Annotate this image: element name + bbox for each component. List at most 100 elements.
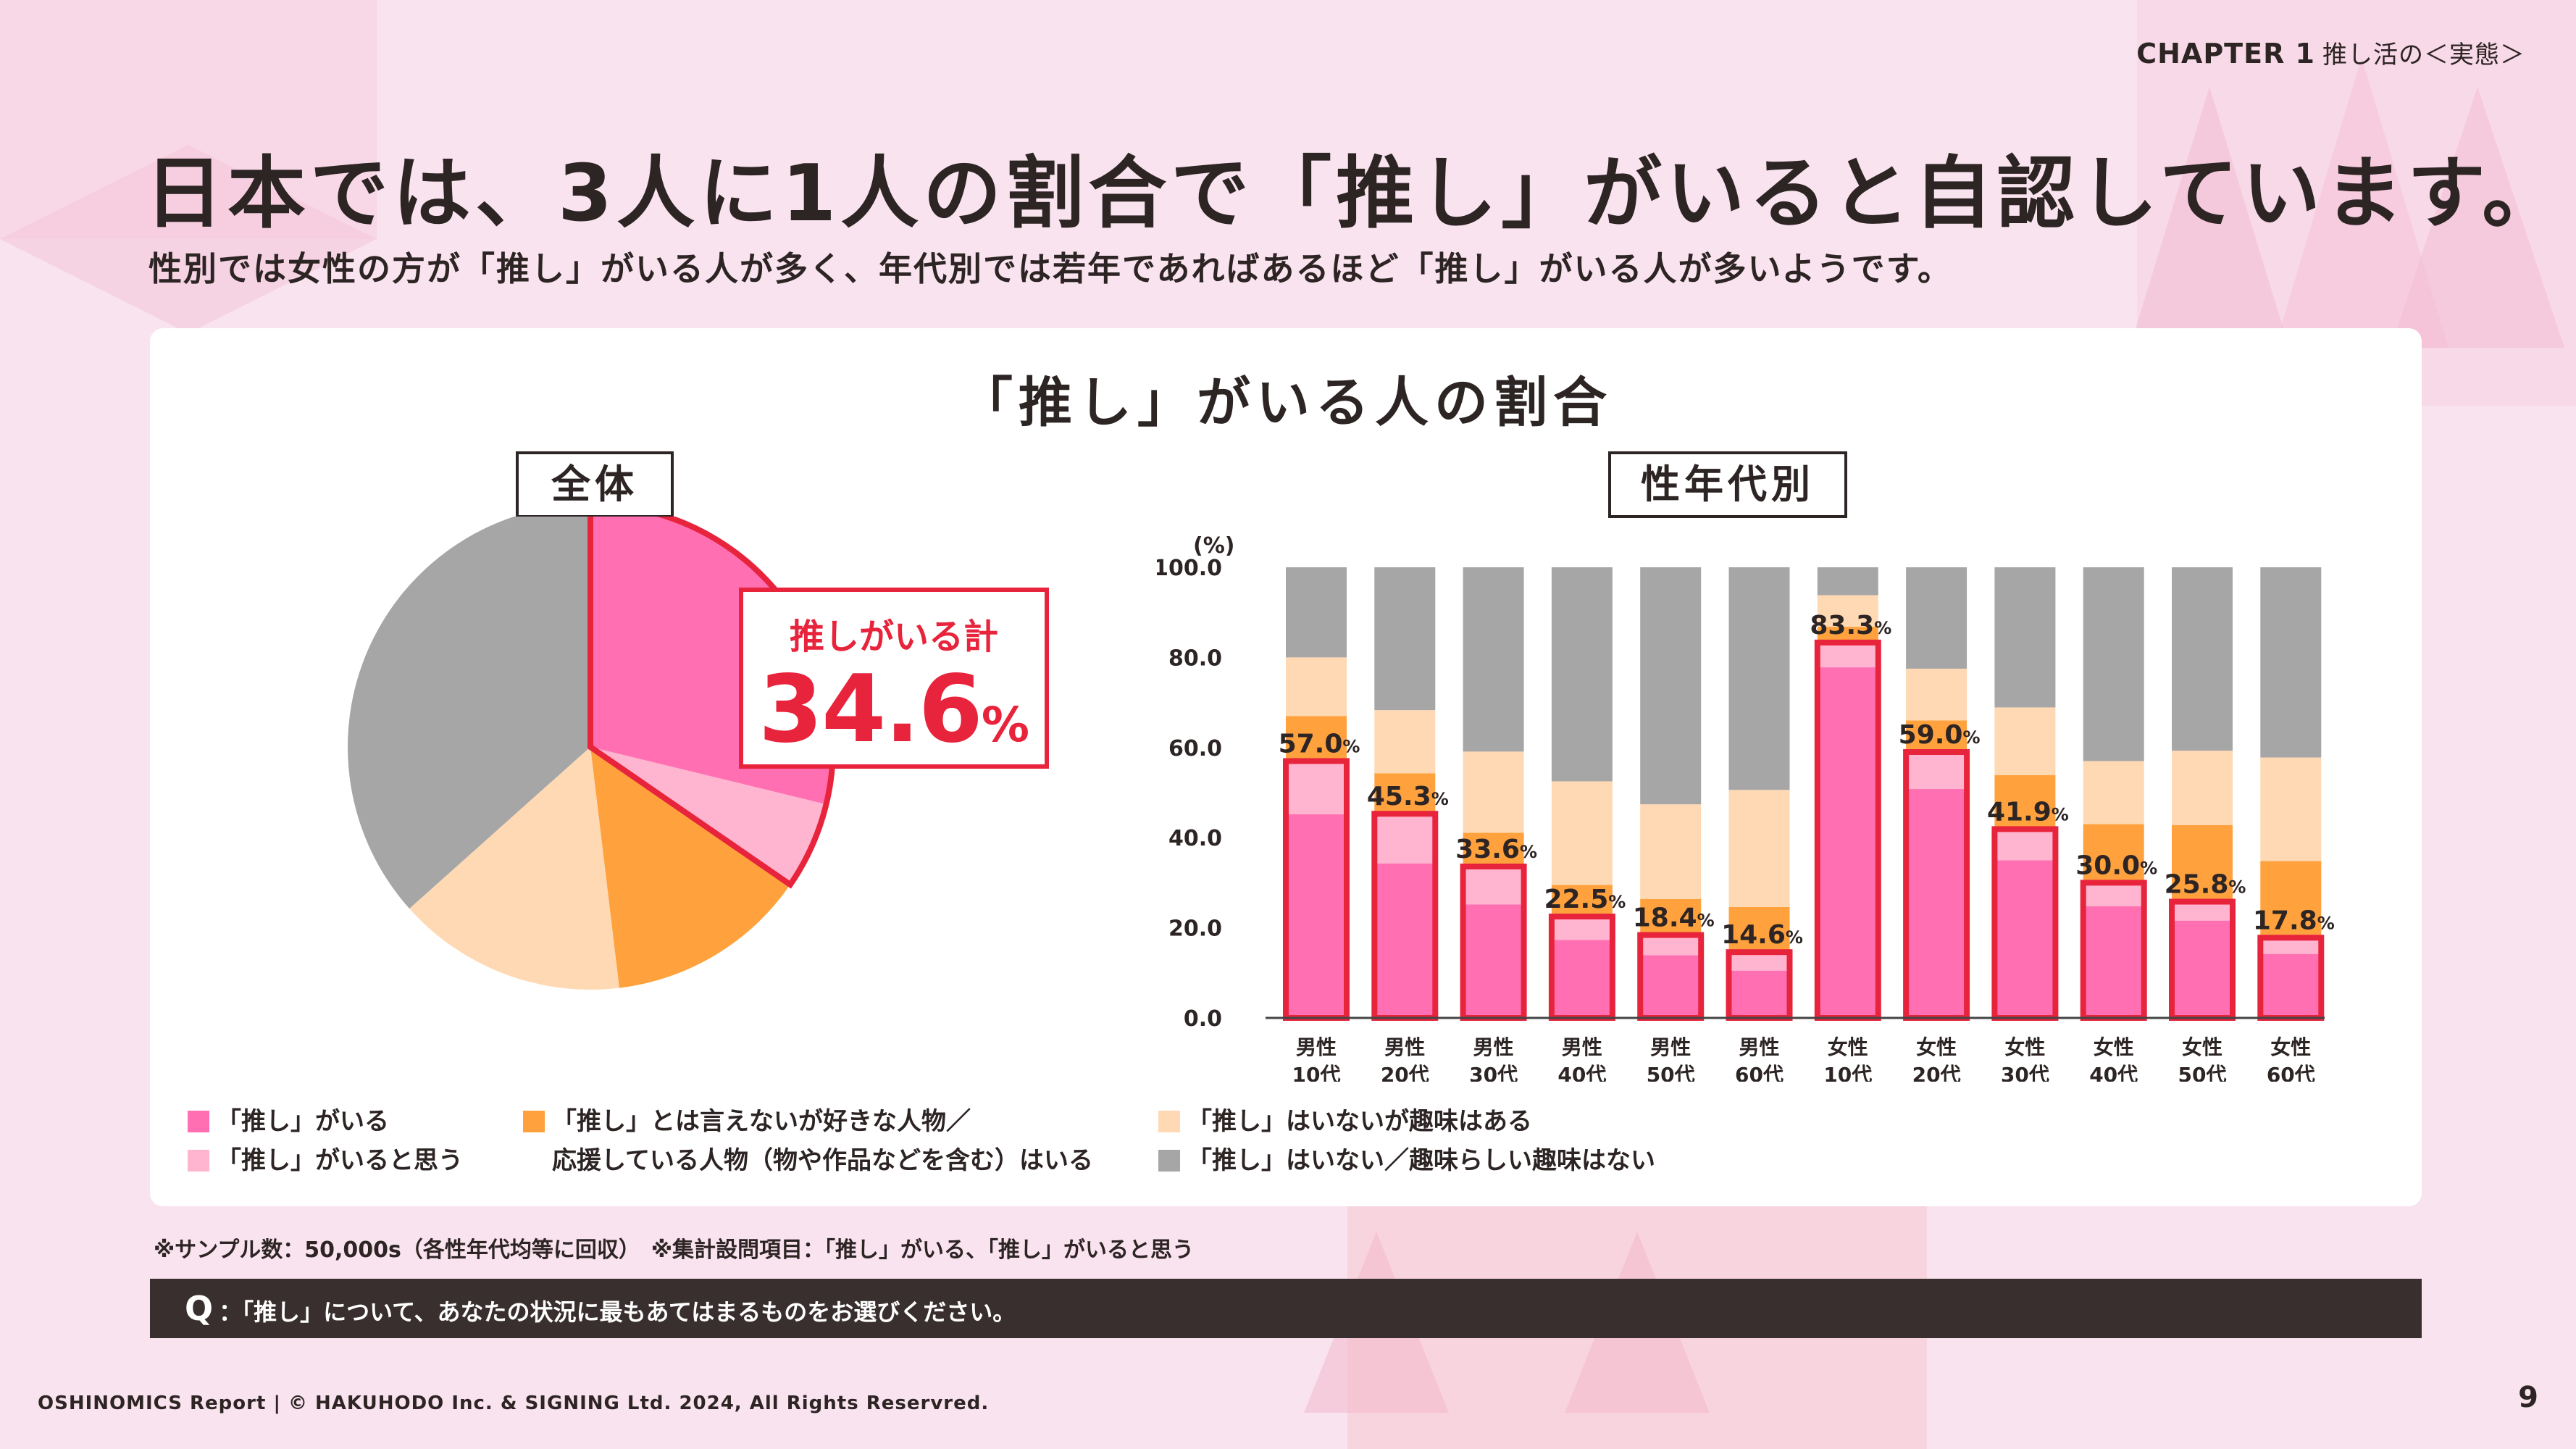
bar-segment-none (1463, 567, 1524, 752)
bar-segment-like (1640, 898, 1702, 935)
bar-segment-none (1728, 567, 1790, 790)
bar-segment-like (1906, 720, 1967, 753)
y-tick-label: 0.0 (1184, 1006, 1222, 1032)
bar-total-label: 30.0% (2075, 851, 2157, 880)
bar-segment-none (2260, 567, 2322, 758)
x-category-label: 10代 (1292, 1063, 1341, 1082)
bar-segment-oshi (1463, 904, 1524, 1018)
bar-segment-hobby (1463, 751, 1524, 833)
pie-slice-like (590, 747, 790, 988)
bar-segment-none (1374, 567, 1436, 711)
x-category-label: 女性 (2270, 1035, 2311, 1059)
bar-segment-oshi (1728, 970, 1790, 1018)
legend-swatch-like (523, 1111, 545, 1132)
bar-total-label: 22.5% (1544, 885, 1626, 914)
x-category-label: 60代 (1735, 1063, 1783, 1082)
bar-segment-like (2083, 824, 2144, 883)
legend-label-like-2: 応援している人物（物や作品などを含む）はいる (552, 1146, 1093, 1175)
bar-segment-like (2172, 824, 2233, 902)
bar-segment-oshi (2172, 920, 2233, 1018)
bar-segment-none (1817, 567, 1878, 596)
bar-segment-like (1994, 774, 2056, 830)
x-category-label: 男性 (1296, 1035, 1337, 1059)
legend-item-like: 「推し」とは言えないが好きな人物／ (523, 1102, 1093, 1141)
x-category-label: 10代 (1823, 1063, 1872, 1082)
bar-segment-think (1817, 642, 1878, 668)
legend-label-think: 「推し」がいると思う (217, 1146, 463, 1175)
page-title: 日本では、3人に1人の割合で「推し」がいると自認しています。 (145, 149, 2565, 239)
bar-segment-like (1551, 885, 1613, 917)
legend-item-hobby: 「推し」はいないが趣味はある (1158, 1102, 1655, 1141)
legend-col-3: 「推し」はいないが趣味はある 「推し」はいない／趣味らしい趣味はない (1158, 1102, 1655, 1180)
pie-callout-label: 推しがいる計 (789, 617, 998, 657)
pie-chart (348, 517, 836, 990)
bar-total-label: 41.9% (1987, 797, 2069, 827)
bar-segment-none (2083, 567, 2144, 761)
bar-segment-think (1994, 829, 2056, 861)
bar-segment-like (2260, 861, 2322, 938)
bar-segment-like (1728, 906, 1790, 953)
legend-swatch-hobby (1158, 1111, 1180, 1132)
bar-segment-oshi (2260, 953, 2322, 1018)
legend-label-oshi: 「推し」がいる (217, 1107, 389, 1136)
bar-segment-hobby (1640, 804, 1702, 899)
bar-total-label: 25.8% (2165, 870, 2246, 900)
x-category-label: 女性 (1916, 1035, 1957, 1059)
y-tick-label: 40.0 (1168, 826, 1222, 851)
bar-segment-hobby (1374, 710, 1436, 774)
x-category-label: 20代 (1381, 1063, 1429, 1082)
chart-card: 「推し」がいる人の割合 全体 性年代別 推しがいる計 34.6% (%) 0.0 2… (150, 328, 2422, 1206)
bar-total-label: 18.4% (1633, 903, 1715, 933)
bar-segment-oshi (2083, 906, 2144, 1018)
x-category-label: 男性 (1562, 1035, 1602, 1059)
x-category-label: 男性 (1473, 1035, 1514, 1059)
bar-segment-oshi (1994, 860, 2056, 1018)
bar-segment-think (1286, 761, 1347, 814)
chapter-label: CHAPTER 1 推し活の＜実態＞ (2136, 35, 2525, 70)
y-axis-unit: (%) (1193, 533, 1234, 559)
legend-swatch-none (1158, 1150, 1180, 1172)
x-category-label: 40代 (2089, 1063, 2138, 1082)
x-category-label: 30代 (2001, 1063, 2049, 1082)
legend-item-oshi: 「推し」がいる (188, 1102, 463, 1141)
bar-total-label: 45.3% (1367, 782, 1449, 811)
bar-segment-like (1463, 832, 1524, 867)
bar-segment-think (2172, 901, 2233, 921)
bar-total-label: 59.0% (1899, 720, 1981, 750)
pie-slice-hobby (409, 747, 619, 990)
bar-total-label: 57.0% (1279, 729, 1360, 759)
x-category-label: 60代 (2267, 1063, 2315, 1082)
bar-segment-think (1463, 867, 1524, 905)
page-subtitle: 性別では女性の方が「推し」がいる人が多く、年代別では若年であればあるほど「推し」… (149, 249, 1953, 288)
bar-segment-think (1551, 916, 1613, 940)
bar-segment-none (1640, 567, 1702, 805)
question-label: Q (185, 1289, 214, 1328)
x-category-label: 50代 (1647, 1063, 1695, 1082)
bar-segment-hobby (1286, 657, 1347, 717)
bar-segment-oshi (1640, 955, 1702, 1018)
legend-col-2: 「推し」とは言えないが好きな人物／ 応援している人物（物や作品などを含む）はいる (523, 1102, 1093, 1180)
bar-segment-hobby (1728, 790, 1790, 907)
bar-segment-like (1817, 627, 1878, 643)
x-category-label: 50代 (2178, 1063, 2227, 1082)
bar-segment-none (1994, 567, 2056, 708)
legend-label-like-1: 「推し」とは言えないが好きな人物／ (552, 1107, 971, 1136)
bar-segment-none (1906, 567, 1967, 669)
bar-segment-hobby (1994, 707, 2056, 775)
bar-segment-hobby (2172, 751, 2233, 825)
bar-segment-hobby (2083, 761, 2144, 824)
pie-slice-none (348, 517, 590, 909)
x-category-label: 20代 (1912, 1063, 1961, 1082)
bar-segment-none (1286, 567, 1347, 658)
bar-total-label: 17.8% (2253, 906, 2335, 935)
bar-segment-think (2260, 938, 2322, 954)
pie-callout-value-row: 34.6% (743, 656, 1045, 764)
gender-age-panel-label: 性年代別 (1608, 451, 1847, 518)
x-category-label: 女性 (2094, 1035, 2134, 1059)
sample-note: ※サンプル数：50,000s（各性年代均等に回収） ※集計設問項目：「推し」がい… (154, 1237, 1195, 1263)
y-tick-label: 80.0 (1168, 646, 1222, 671)
bar-segment-hobby (1817, 595, 1878, 627)
legend-label-none: 「推し」はいない／趣味らしい趣味はない (1187, 1146, 1655, 1175)
x-category-label: 女性 (1828, 1035, 1868, 1059)
legend-label-hobby: 「推し」はいないが趣味はある (1187, 1107, 1532, 1136)
